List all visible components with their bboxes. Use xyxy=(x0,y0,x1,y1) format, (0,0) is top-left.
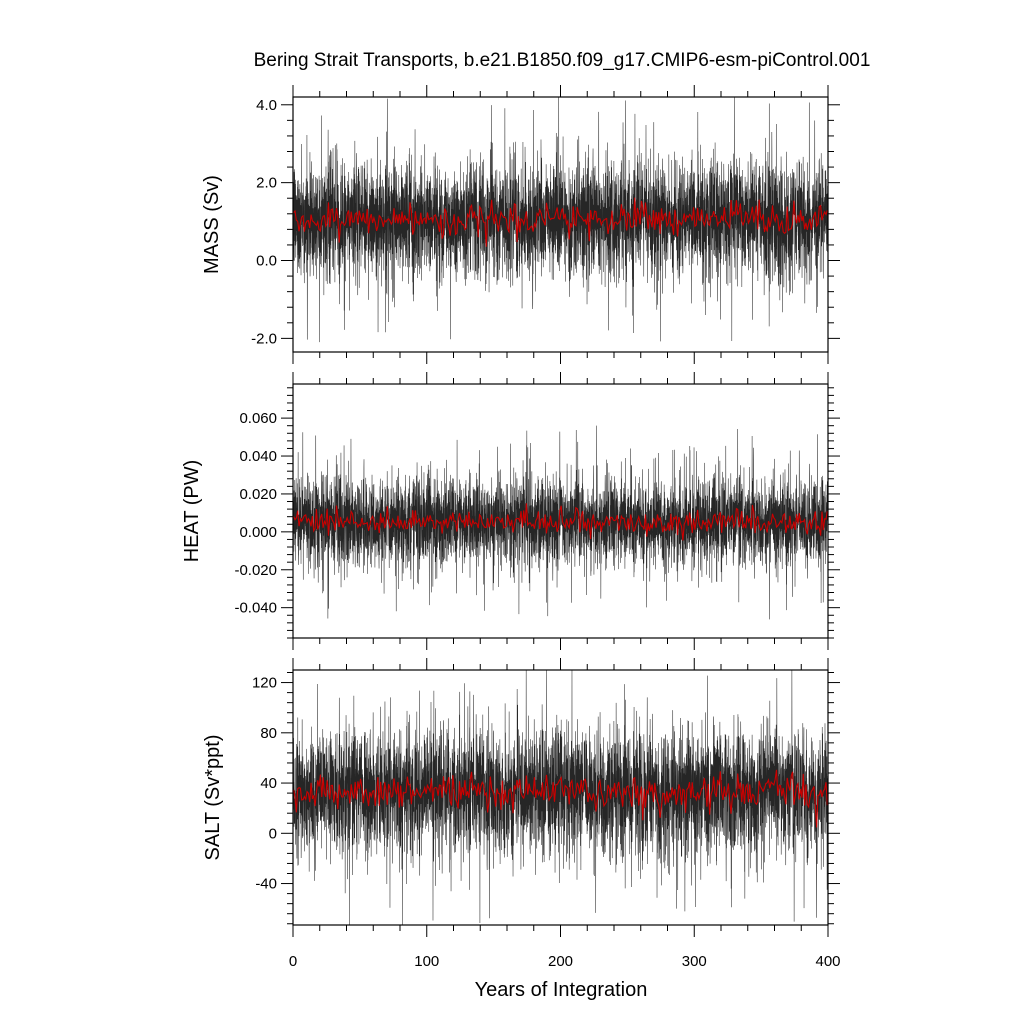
y-axis-label: SALT (Sv*ppt) xyxy=(202,735,224,861)
y-tick-label: 2.0 xyxy=(256,175,277,192)
y-tick-label: 0.0 xyxy=(256,253,277,270)
y-tick-label: 0.040 xyxy=(239,448,277,465)
y-tick-label: 0.000 xyxy=(239,524,277,541)
series-monthly-3 xyxy=(293,670,828,925)
y-tick-label: -0.020 xyxy=(234,562,277,579)
series-annual-2 xyxy=(293,503,828,541)
y-tick-label: 120 xyxy=(252,675,277,692)
series-annual-3 xyxy=(293,769,828,828)
panel-1: -2.0 0.0 2.0 4.0 MASS (Sv) xyxy=(201,85,840,364)
panel-3: -40 0 40 80 120 SALT (Sv*ppt) xyxy=(202,658,840,937)
y-tick-label: 0.020 xyxy=(239,486,277,503)
series-annual-1 xyxy=(293,197,828,247)
x-tick-label: 200 xyxy=(548,953,573,970)
series-monthly-2 xyxy=(293,425,828,620)
x-tick-label: 400 xyxy=(815,953,840,970)
y-tick-label: 0 xyxy=(269,825,277,842)
x-tick-label: 300 xyxy=(682,953,707,970)
panel-2: -0.040 -0.020 0.000 0.020 0.040 0.060 HEAT (PW… xyxy=(181,372,840,650)
y-tick-label: -2.0 xyxy=(251,330,277,347)
y-axis-label: HEAT (PW) xyxy=(181,460,203,563)
y-axis-label: MASS (Sv) xyxy=(201,175,223,274)
chart-title: Bering Strait Transports, b.e21.B1850.f0… xyxy=(254,50,871,71)
x-axis-label: Years of Integration xyxy=(475,979,648,1001)
y-tick-label: -40 xyxy=(255,876,277,893)
y-tick-label: -0.040 xyxy=(234,600,277,617)
y-tick-label: 0.060 xyxy=(239,410,277,427)
y-tick-label: 80 xyxy=(260,725,277,742)
x-tick-label: 100 xyxy=(414,953,439,970)
x-tick-label: 0 xyxy=(289,953,297,970)
y-tick-label: 4.0 xyxy=(256,97,277,114)
y-tick-label: 40 xyxy=(260,775,277,792)
